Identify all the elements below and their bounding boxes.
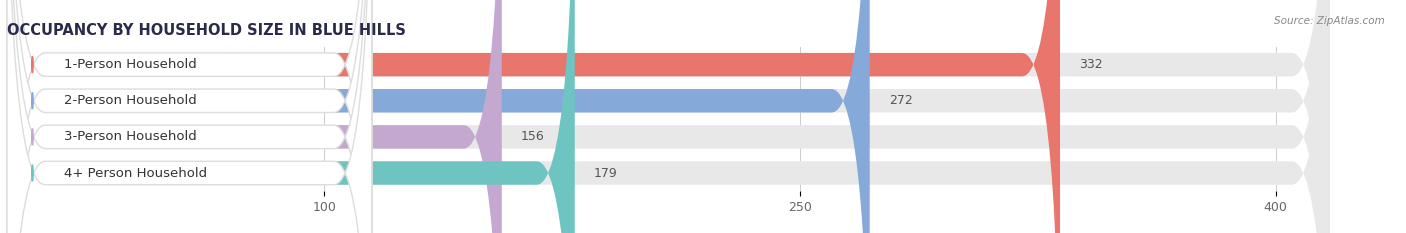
- Circle shape: [32, 129, 34, 145]
- Text: 156: 156: [520, 130, 544, 143]
- Text: Source: ZipAtlas.com: Source: ZipAtlas.com: [1274, 16, 1385, 26]
- Circle shape: [32, 56, 34, 73]
- Text: 179: 179: [593, 167, 617, 179]
- Text: 4+ Person Household: 4+ Person Household: [65, 167, 207, 179]
- Text: 332: 332: [1078, 58, 1102, 71]
- FancyBboxPatch shape: [7, 0, 1330, 233]
- Text: 272: 272: [889, 94, 912, 107]
- Circle shape: [32, 93, 34, 109]
- FancyBboxPatch shape: [7, 0, 371, 233]
- Circle shape: [32, 165, 34, 181]
- FancyBboxPatch shape: [7, 0, 371, 233]
- FancyBboxPatch shape: [7, 0, 1330, 233]
- Text: 3-Person Household: 3-Person Household: [65, 130, 197, 143]
- Text: OCCUPANCY BY HOUSEHOLD SIZE IN BLUE HILLS: OCCUPANCY BY HOUSEHOLD SIZE IN BLUE HILL…: [7, 24, 406, 38]
- FancyBboxPatch shape: [7, 0, 502, 233]
- FancyBboxPatch shape: [7, 0, 1330, 233]
- FancyBboxPatch shape: [7, 0, 371, 233]
- FancyBboxPatch shape: [7, 0, 1330, 233]
- FancyBboxPatch shape: [7, 0, 1060, 233]
- FancyBboxPatch shape: [7, 0, 575, 233]
- FancyBboxPatch shape: [7, 0, 870, 233]
- Text: 2-Person Household: 2-Person Household: [65, 94, 197, 107]
- Text: 1-Person Household: 1-Person Household: [65, 58, 197, 71]
- FancyBboxPatch shape: [7, 0, 371, 233]
